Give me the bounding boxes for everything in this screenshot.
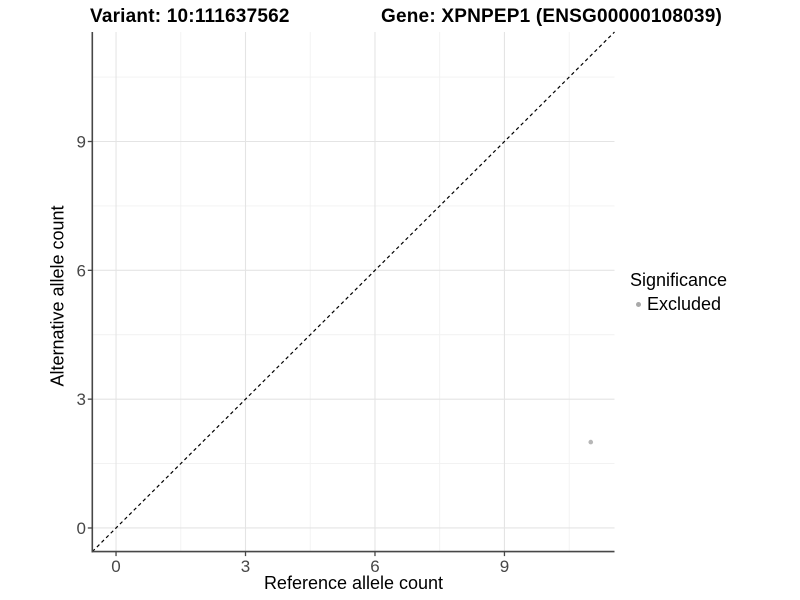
- y-tick-label: 9: [77, 133, 86, 152]
- x-tick-label: 3: [241, 557, 250, 576]
- y-tick-label: 3: [77, 390, 86, 409]
- legend-item-label: Excluded: [647, 294, 722, 314]
- x-tick-label: 6: [370, 557, 379, 576]
- y-axis-title: Alternative allele count: [47, 205, 68, 387]
- x-axis-title: Reference allele count: [263, 573, 444, 593]
- x-tick-label: 9: [500, 557, 509, 576]
- variant-title: Variant: 10:111637562: [90, 6, 290, 27]
- y-tick-label: 6: [77, 261, 86, 280]
- identity-reference-line: [91, 31, 615, 553]
- excluded-circle-icon: [636, 301, 641, 307]
- y-tick-label: 0: [77, 519, 86, 538]
- legend-title: Significance: [630, 270, 728, 290]
- legend-item-excluded: Excluded: [630, 293, 727, 315]
- x-tick-label: 0: [111, 557, 120, 576]
- legend: Significance Excluded: [630, 269, 727, 315]
- gene-title: Gene: XPNPEP1 (ENSG00000108039): [381, 6, 722, 27]
- data-point-excluded: [588, 439, 594, 445]
